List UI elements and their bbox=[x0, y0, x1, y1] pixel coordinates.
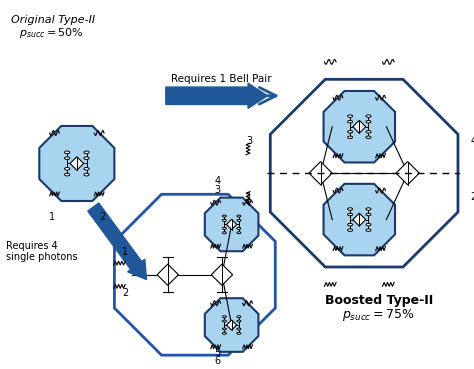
Ellipse shape bbox=[347, 136, 353, 138]
Text: Requires 1 Bell Pair: Requires 1 Bell Pair bbox=[171, 73, 271, 83]
Polygon shape bbox=[270, 79, 458, 267]
Ellipse shape bbox=[237, 215, 241, 217]
Ellipse shape bbox=[237, 227, 241, 230]
Ellipse shape bbox=[366, 223, 371, 226]
Ellipse shape bbox=[222, 227, 226, 230]
Ellipse shape bbox=[347, 223, 353, 226]
Polygon shape bbox=[227, 320, 237, 330]
Ellipse shape bbox=[237, 320, 241, 322]
Ellipse shape bbox=[237, 232, 241, 234]
Text: 2: 2 bbox=[470, 192, 474, 202]
Text: 1: 1 bbox=[49, 212, 55, 222]
Polygon shape bbox=[324, 184, 395, 255]
Ellipse shape bbox=[347, 115, 353, 117]
Ellipse shape bbox=[366, 115, 371, 117]
Ellipse shape bbox=[366, 136, 371, 138]
Ellipse shape bbox=[222, 220, 226, 221]
FancyArrow shape bbox=[88, 203, 146, 280]
Polygon shape bbox=[227, 219, 237, 230]
Text: Original Type-II: Original Type-II bbox=[11, 15, 95, 25]
Ellipse shape bbox=[366, 229, 371, 231]
Ellipse shape bbox=[222, 232, 226, 234]
Ellipse shape bbox=[366, 131, 371, 133]
Ellipse shape bbox=[222, 215, 226, 217]
FancyArrow shape bbox=[166, 83, 267, 108]
Text: 6: 6 bbox=[214, 356, 220, 366]
Text: 4: 4 bbox=[214, 176, 220, 186]
Ellipse shape bbox=[347, 213, 353, 216]
Polygon shape bbox=[211, 264, 233, 285]
Ellipse shape bbox=[222, 332, 226, 334]
Ellipse shape bbox=[84, 157, 89, 159]
Polygon shape bbox=[205, 198, 258, 251]
Text: 1: 1 bbox=[246, 192, 252, 202]
Ellipse shape bbox=[347, 208, 353, 210]
Text: 3: 3 bbox=[214, 184, 220, 194]
Polygon shape bbox=[39, 126, 114, 201]
Ellipse shape bbox=[64, 151, 70, 154]
Ellipse shape bbox=[347, 131, 353, 133]
Ellipse shape bbox=[237, 332, 241, 334]
Ellipse shape bbox=[347, 229, 353, 231]
Polygon shape bbox=[309, 162, 332, 185]
Ellipse shape bbox=[237, 328, 241, 330]
Text: 2: 2 bbox=[99, 212, 105, 222]
Polygon shape bbox=[114, 194, 275, 355]
Ellipse shape bbox=[64, 168, 70, 170]
Text: 1: 1 bbox=[122, 247, 128, 257]
Polygon shape bbox=[205, 298, 258, 352]
Ellipse shape bbox=[64, 157, 70, 159]
Text: $p_{succ} = 75\%$: $p_{succ} = 75\%$ bbox=[342, 307, 415, 323]
Polygon shape bbox=[324, 91, 395, 162]
Ellipse shape bbox=[222, 328, 226, 330]
Text: 3: 3 bbox=[246, 136, 252, 146]
Ellipse shape bbox=[366, 208, 371, 210]
Polygon shape bbox=[353, 213, 366, 226]
Text: 2: 2 bbox=[122, 288, 128, 298]
Text: Boosted Type-II: Boosted Type-II bbox=[325, 294, 433, 307]
Ellipse shape bbox=[222, 316, 226, 318]
Ellipse shape bbox=[64, 173, 70, 176]
Text: 4: 4 bbox=[470, 136, 474, 146]
Ellipse shape bbox=[84, 151, 89, 154]
Text: 5: 5 bbox=[214, 348, 220, 358]
Polygon shape bbox=[396, 162, 419, 185]
Ellipse shape bbox=[84, 168, 89, 170]
Ellipse shape bbox=[347, 120, 353, 123]
Ellipse shape bbox=[237, 220, 241, 221]
Text: Requires 4
single photons: Requires 4 single photons bbox=[6, 241, 78, 262]
Ellipse shape bbox=[237, 316, 241, 318]
Ellipse shape bbox=[366, 120, 371, 123]
Text: $p_{succ} = 50\%$: $p_{succ} = 50\%$ bbox=[19, 26, 83, 40]
Ellipse shape bbox=[366, 213, 371, 216]
Ellipse shape bbox=[222, 320, 226, 322]
Polygon shape bbox=[157, 264, 178, 285]
Polygon shape bbox=[70, 157, 83, 170]
Ellipse shape bbox=[84, 173, 89, 176]
Polygon shape bbox=[353, 120, 366, 133]
